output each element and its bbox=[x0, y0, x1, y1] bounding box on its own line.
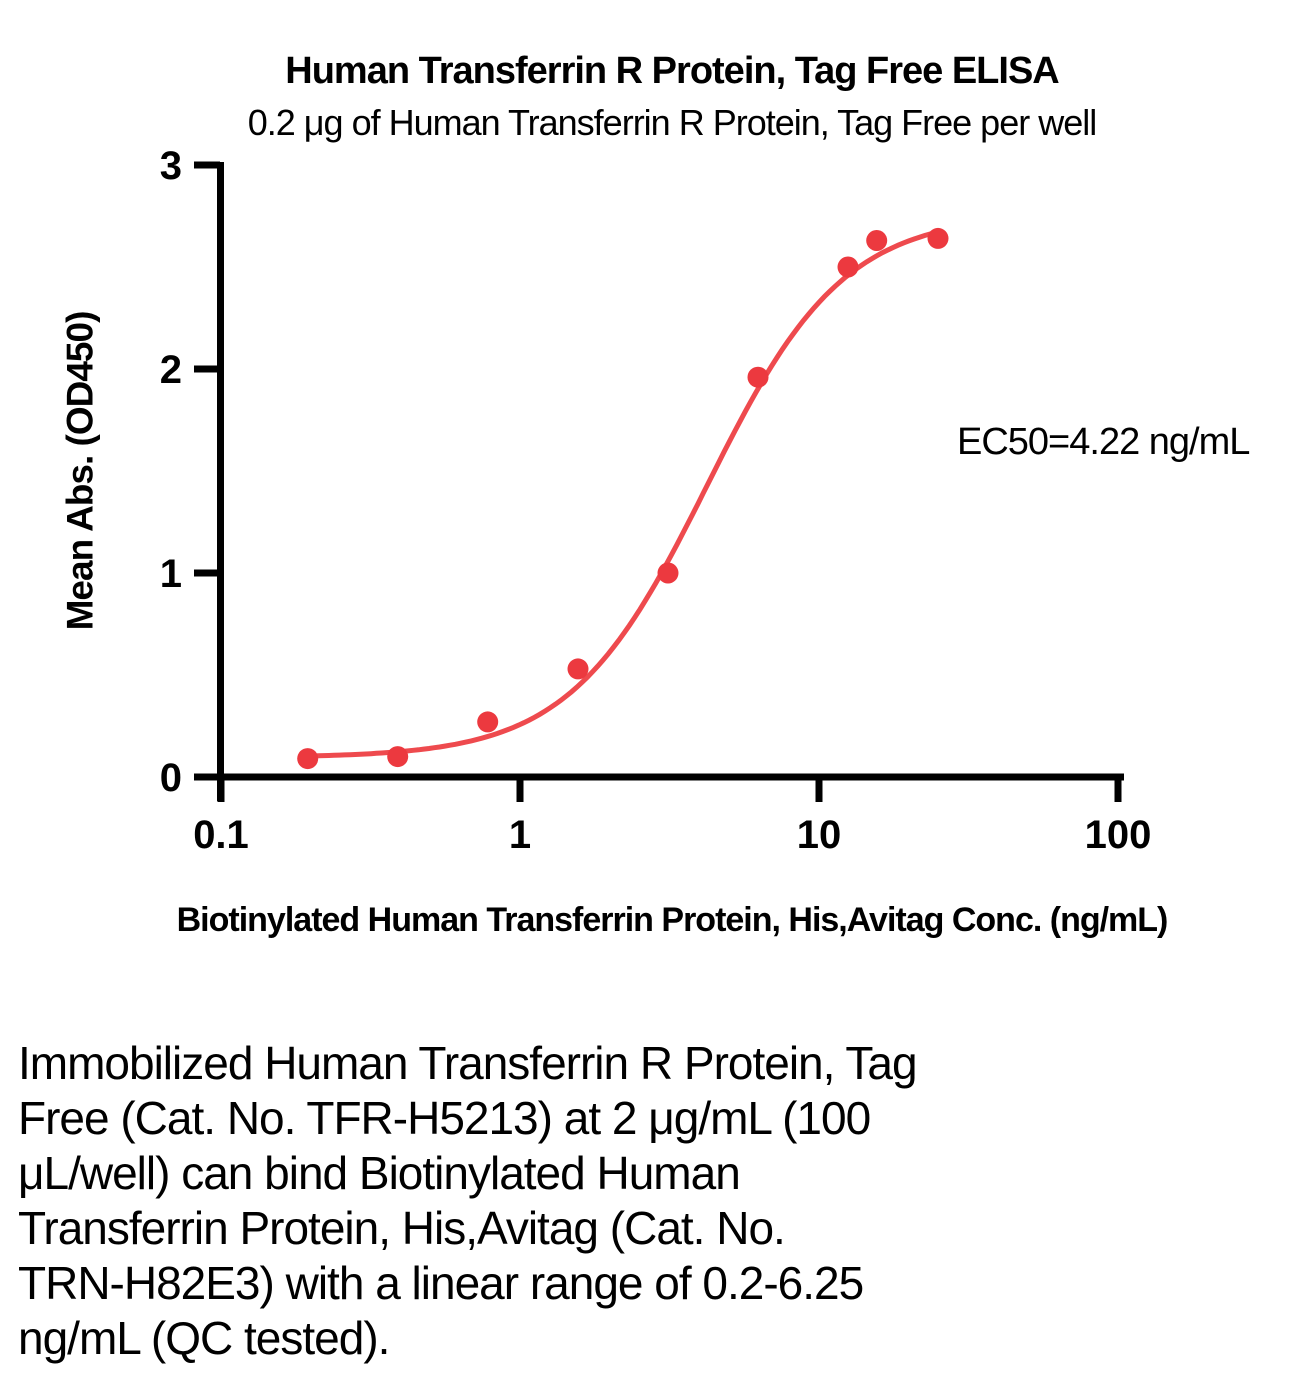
y-tick-label: 3 bbox=[160, 144, 182, 188]
description-line: Immobilized Human Transferrin R Protein,… bbox=[18, 1037, 918, 1089]
y-tick-label: 1 bbox=[160, 552, 182, 596]
data-point bbox=[927, 227, 949, 249]
x-axis-label: Biotinylated Human Transferrin Protein, … bbox=[177, 901, 1168, 939]
data-point bbox=[837, 256, 859, 278]
data-points bbox=[297, 227, 949, 770]
data-point bbox=[567, 658, 589, 680]
figure-description: Immobilized Human Transferrin R Protein,… bbox=[18, 1036, 1257, 1366]
elisa-chart-plot: 0 1 2 3 0.1 1 10 100 Mean Abs. (OD450) Biotiny… bbox=[60, 144, 1251, 939]
description-line: ng/mL (QC tested). bbox=[18, 1312, 390, 1364]
y-tick-label: 2 bbox=[160, 348, 182, 392]
data-point bbox=[387, 746, 409, 768]
x-tick-label: 100 bbox=[1085, 813, 1152, 857]
y-axis-label: Mean Abs. (OD450) bbox=[60, 312, 101, 631]
x-axis-ticks: 0.1 1 10 100 bbox=[193, 777, 1151, 857]
x-tick-label: 10 bbox=[797, 813, 842, 857]
data-point bbox=[297, 748, 319, 770]
ec50-annotation: EC50=4.22 ng/mL bbox=[957, 421, 1249, 463]
y-tick-label: 0 bbox=[160, 756, 182, 800]
description-line: μL/well) can bind Biotinylated Human bbox=[18, 1147, 741, 1199]
y-axis-ticks: 0 1 2 3 bbox=[160, 144, 220, 800]
description-line: TRN-H82E3) with a linear range of 0.2-6.… bbox=[18, 1257, 864, 1309]
data-point bbox=[657, 562, 679, 584]
chart-subtitle: 0.2 μg of Human Transferrin R Protein, T… bbox=[247, 102, 1097, 143]
data-point bbox=[477, 711, 499, 733]
chart-title: Human Transferrin R Protein, Tag Free EL… bbox=[285, 50, 1059, 92]
data-point bbox=[866, 230, 888, 251]
x-tick-label: 0.1 bbox=[193, 813, 249, 857]
fit-curve bbox=[305, 228, 944, 759]
data-point bbox=[747, 366, 769, 388]
description-line: Transferrin Protein, His,Avitag (Cat. No… bbox=[18, 1202, 786, 1254]
description-line: Free (Cat. No. TFR-H5213) at 2 μg/mL (10… bbox=[18, 1092, 871, 1144]
x-tick-label: 1 bbox=[509, 813, 531, 857]
